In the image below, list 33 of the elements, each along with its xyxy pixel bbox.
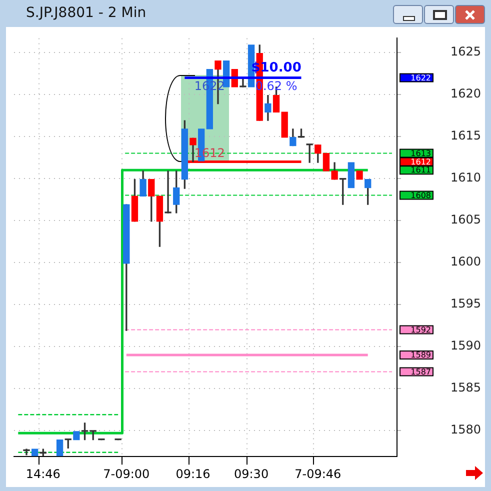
candlestick — [281, 112, 288, 138]
y-tick-label: 1605 — [450, 212, 481, 227]
ref-line-label: 1592 — [410, 325, 431, 334]
x-tick-label: 7-09:00 — [103, 466, 150, 481]
candlestick — [31, 448, 38, 456]
y-tick-label: 1595 — [450, 296, 481, 311]
y-tick-label: 1585 — [450, 380, 481, 395]
x-tick-label: 09:16 — [176, 466, 210, 481]
chart-title: S.JP.J8801 - 2 Min — [26, 5, 146, 21]
y-tick-label: 1590 — [450, 338, 481, 353]
ref-line-label: 1613 — [410, 148, 431, 158]
x-tick-label: 7-09:46 — [294, 466, 342, 481]
y-tick-label: 1600 — [450, 254, 481, 269]
candlestick — [356, 170, 363, 180]
x-tick-label: 09:30 — [234, 466, 269, 481]
x-tick-label: 14:46 — [26, 466, 60, 481]
y-tick-label: 1580 — [450, 422, 481, 437]
candlestick — [56, 439, 64, 456]
candlestick — [306, 144, 313, 163]
text: 1611 — [410, 166, 431, 175]
ref-line-label: 1587 — [410, 367, 431, 376]
candlestick — [164, 170, 172, 214]
y-tick-label: 1620 — [450, 86, 481, 101]
candlestick — [73, 431, 80, 440]
candlestick — [23, 448, 30, 456]
y-tick-label: 1615 — [450, 128, 481, 143]
y-tick-label: 1610 — [450, 170, 481, 185]
candlestick — [348, 162, 355, 188]
text: 1622 — [410, 73, 431, 82]
ref-line-label: 1608 — [410, 190, 431, 200]
y-tick-label: 1625 — [450, 44, 481, 59]
text: 1589 — [410, 350, 431, 360]
text: 1612 — [410, 157, 431, 166]
